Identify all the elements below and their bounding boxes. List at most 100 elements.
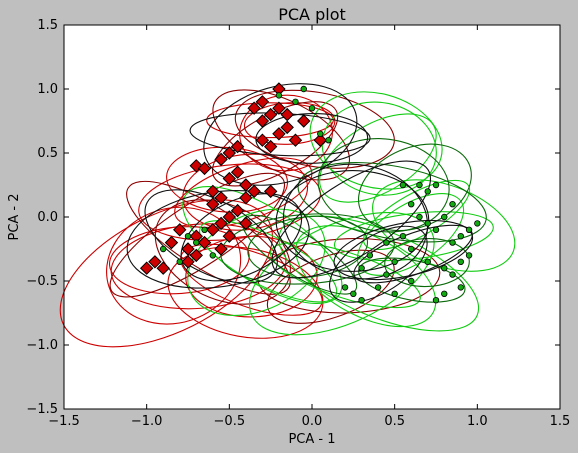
circle-point (457, 258, 464, 265)
y-tick-label: 1.0 (37, 82, 58, 97)
diamond-point (206, 223, 220, 237)
y-tick-label: 0.0 (37, 210, 58, 225)
circle-point (408, 200, 415, 208)
diamond-point (255, 133, 270, 147)
circle-point (408, 277, 415, 285)
circle-point (416, 213, 423, 221)
circle-point (424, 220, 431, 227)
x-tick-label: 0.5 (384, 414, 405, 429)
circle-point (341, 284, 349, 291)
y-tick-label: −1.0 (26, 338, 58, 353)
diamond-point (230, 139, 245, 154)
circle-point (449, 200, 456, 208)
diamond-point (214, 242, 228, 256)
diamond-point (156, 261, 170, 275)
trajectory-curve (282, 163, 429, 280)
trajectory-curve (180, 193, 303, 282)
x-tick-label: −1.0 (131, 414, 163, 429)
circle-point (366, 252, 374, 259)
circle-point (432, 297, 440, 304)
x-tick-label: 0.0 (302, 414, 323, 429)
diamond-point (272, 101, 286, 115)
y-tick-label: −1.5 (26, 402, 58, 417)
circle-point (292, 98, 299, 105)
diamond-point (288, 133, 303, 147)
trajectory-curve (333, 219, 474, 281)
circle-point (300, 85, 307, 93)
diamond-point (280, 120, 294, 135)
diamond-point (239, 216, 253, 231)
diamond-point (181, 242, 195, 256)
trajectory-curve (203, 83, 358, 186)
trajectory-curve (243, 102, 336, 145)
circle-point (424, 258, 431, 265)
circle-point (209, 252, 216, 259)
diamond-point (263, 139, 278, 154)
y-tick-label: 1.5 (37, 18, 58, 33)
trajectory-curve (271, 160, 432, 279)
diamond-point (206, 197, 220, 211)
circle-point (416, 181, 423, 189)
trajectory-curve (109, 172, 286, 298)
circle-point (358, 297, 365, 304)
circle-point (383, 271, 390, 278)
circle-point (441, 213, 448, 221)
circle-point (184, 232, 192, 240)
circle-point (399, 232, 407, 240)
diamond-point (214, 191, 228, 205)
diamond-point (263, 184, 278, 199)
trajectory-curve (255, 113, 369, 164)
y-axis-label: PCA - 2 (7, 193, 22, 240)
trajectory-curve (317, 138, 450, 233)
circle-point (374, 284, 382, 291)
ticks-layer: −1.5−1.5 −1.0 −1.0 −0.5 −0.5 0.0 0.0 0.5 0.5 1.0 1… (26, 18, 570, 429)
trajectory-curve (138, 163, 322, 241)
circle-point (201, 226, 208, 233)
trajectory-curve (358, 257, 466, 303)
diamond-point (313, 133, 327, 147)
circle-point (408, 245, 415, 253)
circle-point (465, 252, 473, 259)
diamond-point (222, 171, 237, 186)
chart-title: PCA plot (278, 5, 346, 24)
diamond-point (197, 161, 212, 176)
diamond-point (181, 255, 195, 269)
trajectory-curve (329, 225, 428, 303)
diamond-point (247, 184, 261, 199)
diamond-point (272, 127, 286, 141)
curves-layer (59, 83, 516, 348)
circle-point (308, 104, 316, 112)
circle-point (358, 265, 365, 272)
diamond-point (239, 178, 253, 192)
x-tick-label: 1.5 (550, 414, 571, 429)
circle-point (457, 284, 464, 291)
circle-point (457, 232, 464, 240)
trajectory-curve (269, 242, 421, 309)
diamond-point (214, 216, 228, 231)
axes-frame (63, 24, 561, 410)
x-tick-label: −1.5 (48, 414, 80, 429)
diamond-point (206, 184, 220, 199)
trajectory-curve (234, 89, 395, 169)
circle-point (275, 92, 283, 99)
circle-point (176, 258, 183, 265)
diamond-point (255, 95, 270, 109)
trajectory-curve (297, 162, 487, 243)
circle-point (391, 258, 398, 265)
diamond-point (164, 235, 179, 250)
circle-point (441, 265, 448, 272)
y-tick-label: −0.5 (26, 274, 58, 289)
trajectory-curve (239, 94, 333, 172)
trajectory-curve (110, 223, 287, 310)
diamond-point (230, 203, 245, 218)
trajectory-curve (189, 112, 371, 157)
circle-point (325, 136, 332, 144)
circle-point (449, 271, 456, 278)
trajectory-curve (309, 91, 443, 190)
diamond-point (222, 210, 237, 224)
circle-point (465, 226, 473, 233)
diamond-point (255, 114, 270, 128)
diamond-point (230, 165, 245, 179)
